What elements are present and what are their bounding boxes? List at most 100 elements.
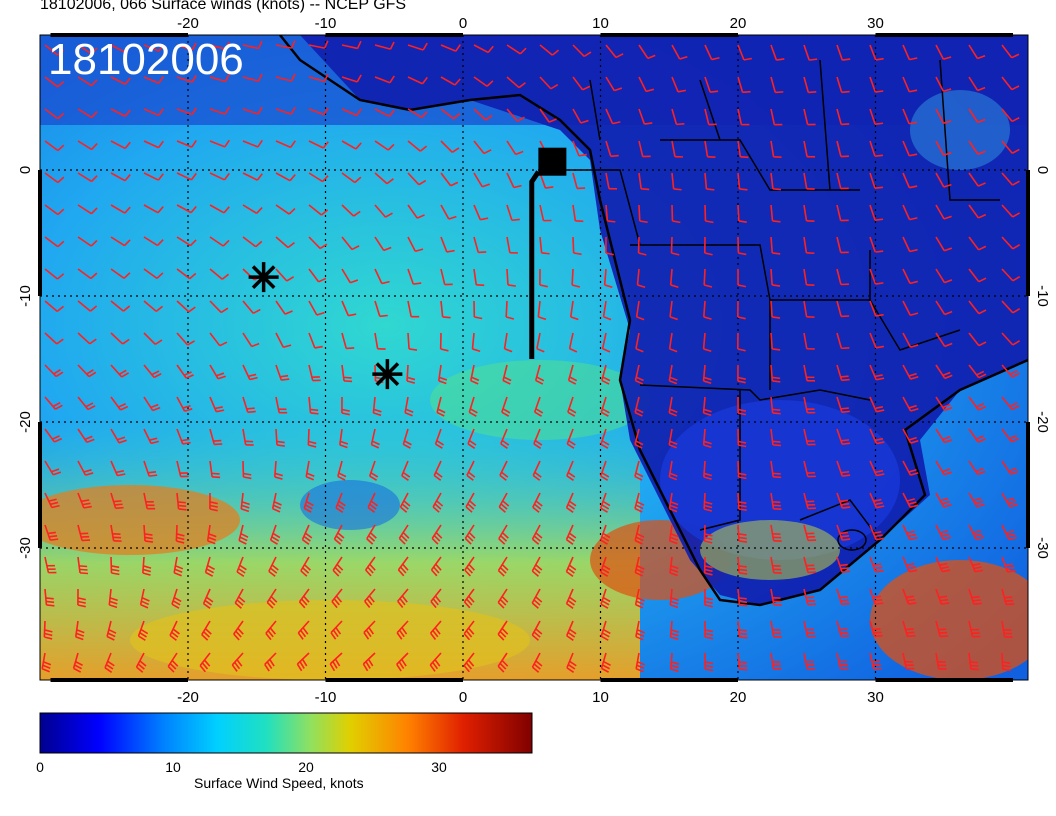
wind-barb bbox=[935, 556, 951, 573]
wind-barb bbox=[497, 556, 509, 577]
wind-barb bbox=[110, 108, 131, 117]
wind-barb bbox=[634, 428, 644, 449]
wind-barb bbox=[836, 300, 850, 318]
wind-barb bbox=[308, 332, 323, 349]
wind-barb bbox=[506, 140, 524, 156]
wind-barb bbox=[331, 588, 343, 609]
wind-barb bbox=[1001, 364, 1020, 378]
wind-barb bbox=[407, 140, 428, 152]
wind-barb bbox=[372, 396, 382, 417]
lon-label: 0 bbox=[459, 689, 467, 706]
wind-barb bbox=[505, 300, 515, 320]
wind-barb bbox=[77, 236, 98, 247]
wind-barb bbox=[537, 300, 547, 321]
wind-barb bbox=[869, 588, 884, 605]
wind-barb bbox=[209, 268, 230, 280]
lon-label: -10 bbox=[315, 15, 337, 32]
wind-barb bbox=[176, 107, 197, 116]
wind-barb bbox=[704, 108, 717, 126]
wind-barb bbox=[803, 204, 815, 222]
wind-barb bbox=[968, 588, 982, 606]
colorbar bbox=[39, 712, 533, 754]
wind-barb bbox=[242, 364, 258, 381]
wind-barb bbox=[506, 76, 526, 89]
wind-barb bbox=[341, 300, 357, 317]
wind-barb bbox=[176, 492, 187, 511]
wind-barb bbox=[902, 172, 918, 189]
wind-barb bbox=[902, 524, 918, 541]
wind-barb bbox=[236, 556, 247, 577]
wind-barb bbox=[737, 492, 747, 512]
wind-barb bbox=[341, 364, 353, 383]
wind-barb bbox=[143, 204, 164, 214]
lon-label: 0 bbox=[459, 15, 467, 32]
wind-barb bbox=[737, 172, 748, 191]
wind-barb bbox=[737, 108, 750, 126]
wind-barb bbox=[374, 108, 395, 118]
wind-barb bbox=[1001, 204, 1020, 218]
wind-barb bbox=[935, 76, 952, 92]
wind-barb bbox=[308, 364, 321, 382]
wind-barb bbox=[770, 588, 782, 606]
wind-barb bbox=[176, 332, 195, 346]
wind-barb bbox=[341, 204, 361, 217]
colorbar-tick: 30 bbox=[431, 759, 447, 775]
wind-barb bbox=[703, 268, 713, 288]
wind-barb bbox=[503, 332, 513, 353]
wind-barb bbox=[605, 108, 621, 125]
wind-barb bbox=[935, 268, 953, 284]
lon-label: 30 bbox=[867, 689, 884, 706]
wind-barb bbox=[206, 524, 217, 545]
wind-barb bbox=[634, 460, 644, 481]
asterisk-marker bbox=[248, 262, 279, 293]
wind-barb bbox=[110, 300, 131, 312]
wind-barb bbox=[473, 268, 485, 287]
wind-barb bbox=[143, 460, 158, 477]
wind-barb bbox=[704, 44, 720, 61]
wind-barb bbox=[463, 588, 475, 609]
wind-barb bbox=[1001, 492, 1018, 508]
wind-barb bbox=[176, 42, 197, 51]
wind-barb bbox=[176, 236, 197, 247]
wind-barb bbox=[770, 364, 781, 383]
wind-barb bbox=[902, 204, 918, 221]
wind-barb bbox=[566, 428, 576, 449]
wind-barb bbox=[572, 44, 592, 58]
wind-barb bbox=[968, 76, 986, 92]
wind-barb bbox=[704, 652, 714, 672]
wind-barb bbox=[303, 492, 314, 513]
markers bbox=[248, 147, 567, 390]
wind-barb bbox=[671, 685, 679, 703]
wind-barb bbox=[305, 460, 315, 481]
wind-barb bbox=[600, 396, 610, 417]
wind-barb bbox=[968, 204, 987, 219]
wind-barb bbox=[902, 364, 919, 380]
wind-barb bbox=[176, 460, 189, 478]
wind-barb bbox=[671, 172, 682, 191]
wind-barb bbox=[539, 76, 559, 90]
wind-barb bbox=[77, 44, 98, 55]
wind-barb bbox=[242, 73, 263, 82]
wind-barb bbox=[605, 44, 624, 59]
wind-barb bbox=[531, 524, 543, 545]
wind-barb bbox=[869, 556, 884, 573]
wind-barb bbox=[143, 332, 163, 346]
wind-barb bbox=[44, 556, 57, 574]
wind-barb bbox=[268, 556, 279, 577]
wind-barb bbox=[565, 524, 577, 545]
wind-barb bbox=[473, 204, 489, 221]
wind-barb bbox=[836, 620, 850, 638]
wind-barb bbox=[869, 460, 885, 477]
wind-barb bbox=[137, 620, 149, 641]
wind-barb bbox=[204, 556, 215, 577]
wind-barb bbox=[470, 364, 480, 385]
wind-barb bbox=[869, 396, 885, 413]
wind-barb bbox=[531, 588, 543, 609]
wind-barb bbox=[44, 204, 65, 216]
wind-barb bbox=[836, 140, 849, 158]
wind-barb bbox=[539, 204, 552, 222]
wind-barb bbox=[600, 460, 610, 481]
wind-barb bbox=[869, 204, 884, 221]
wind-barb bbox=[770, 620, 782, 638]
wind-barb bbox=[836, 428, 851, 445]
